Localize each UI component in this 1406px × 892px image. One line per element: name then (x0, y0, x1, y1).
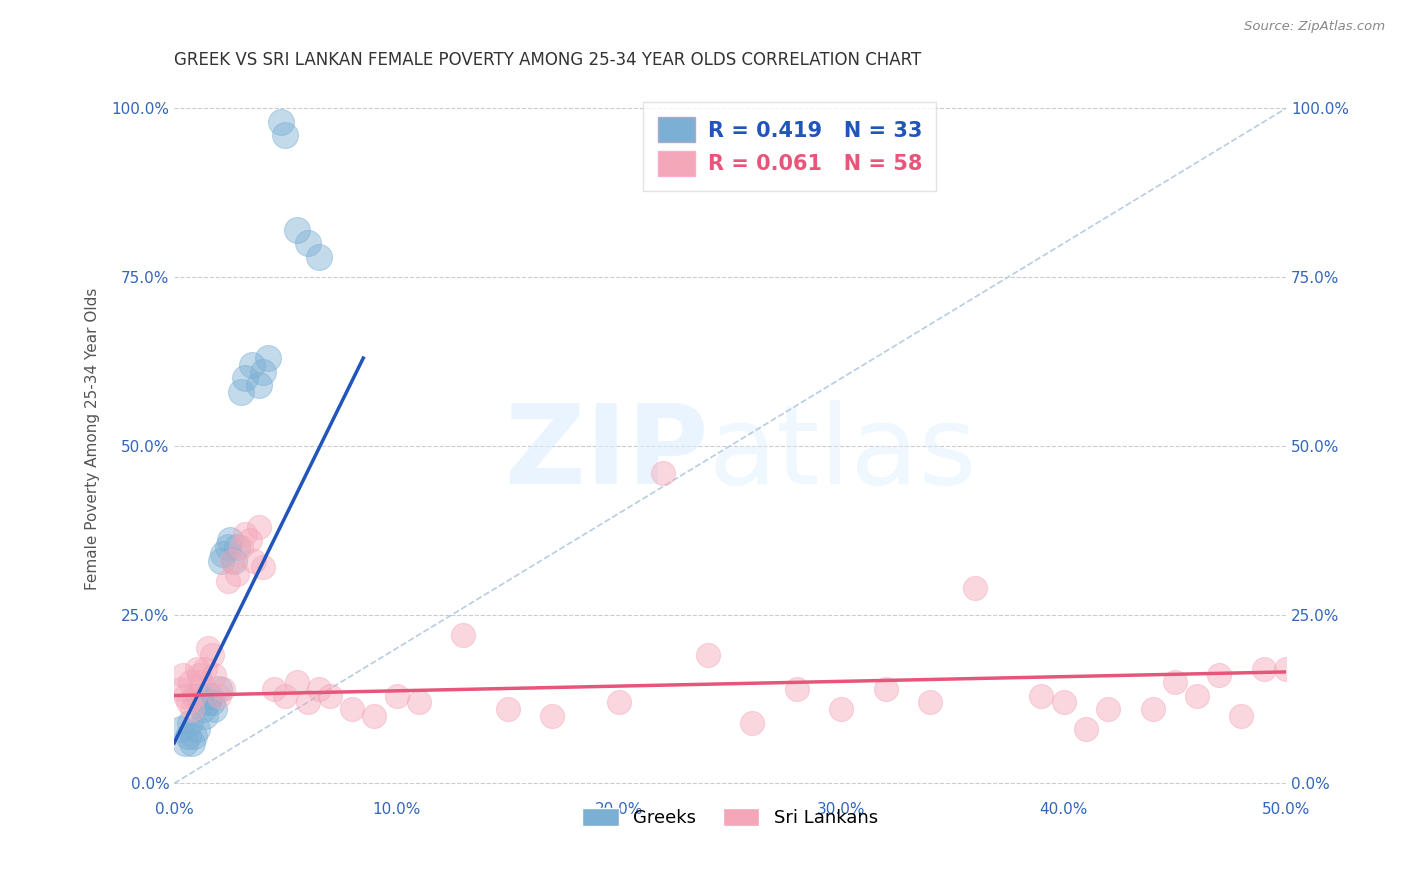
Greeks (201, 695, 224, 709)
Sri Lankans (408, 695, 430, 709)
Sri Lankans (1185, 689, 1208, 703)
Sri Lankans (1052, 695, 1074, 709)
Sri Lankans (340, 702, 363, 716)
Sri Lankans (1074, 723, 1097, 737)
Sri Lankans (274, 689, 297, 703)
Greeks (225, 540, 247, 554)
Sri Lankans (496, 702, 519, 716)
Sri Lankans (252, 560, 274, 574)
Greeks (186, 723, 208, 737)
Sri Lankans (247, 520, 270, 534)
Greeks (209, 553, 232, 567)
Sri Lankans (453, 628, 475, 642)
Sri Lankans (221, 553, 243, 567)
Greeks (202, 702, 225, 716)
Sri Lankans (197, 641, 219, 656)
Sri Lankans (285, 675, 308, 690)
Sri Lankans (1230, 708, 1253, 723)
Sri Lankans (1164, 675, 1187, 690)
Greeks (179, 715, 201, 730)
Greeks (181, 736, 204, 750)
Sri Lankans (172, 668, 194, 682)
Sri Lankans (186, 661, 208, 675)
Greeks (270, 115, 292, 129)
Sri Lankans (363, 708, 385, 723)
Sri Lankans (201, 648, 224, 662)
Greeks (247, 378, 270, 392)
Greeks (218, 533, 240, 548)
Sri Lankans (920, 695, 942, 709)
Sri Lankans (263, 681, 285, 696)
Greeks (174, 736, 197, 750)
Sri Lankans (786, 681, 808, 696)
Greeks (187, 689, 209, 703)
Greeks (224, 553, 246, 567)
Sri Lankans (1208, 668, 1230, 682)
Greeks (176, 729, 198, 743)
Sri Lankans (243, 553, 266, 567)
Greeks (240, 358, 263, 372)
Sri Lankans (830, 702, 852, 716)
Text: ZIP: ZIP (505, 400, 707, 507)
Greeks (256, 351, 278, 365)
Sri Lankans (202, 668, 225, 682)
Sri Lankans (875, 681, 897, 696)
Sri Lankans (741, 715, 763, 730)
Sri Lankans (174, 689, 197, 703)
Sri Lankans (212, 681, 235, 696)
Text: atlas: atlas (707, 400, 976, 507)
Greeks (217, 540, 239, 554)
Sri Lankans (319, 689, 342, 703)
Sri Lankans (652, 466, 675, 480)
Text: GREEK VS SRI LANKAN FEMALE POVERTY AMONG 25-34 YEAR OLDS CORRELATION CHART: GREEK VS SRI LANKAN FEMALE POVERTY AMONG… (174, 51, 921, 69)
Sri Lankans (1275, 661, 1298, 675)
Sri Lankans (239, 533, 262, 548)
Sri Lankans (541, 708, 564, 723)
Greeks (197, 695, 219, 709)
Sri Lankans (1253, 661, 1275, 675)
Greeks (308, 250, 330, 264)
Text: Source: ZipAtlas.com: Source: ZipAtlas.com (1244, 20, 1385, 33)
Greeks (183, 729, 205, 743)
Sri Lankans (696, 648, 718, 662)
Sri Lankans (308, 681, 330, 696)
Sri Lankans (297, 695, 319, 709)
Sri Lankans (190, 675, 212, 690)
Sri Lankans (607, 695, 630, 709)
Sri Lankans (194, 661, 217, 675)
Sri Lankans (170, 681, 193, 696)
Sri Lankans (963, 581, 986, 595)
Greeks (235, 371, 257, 385)
Sri Lankans (183, 689, 205, 703)
Sri Lankans (1097, 702, 1119, 716)
Sri Lankans (1031, 689, 1053, 703)
Greeks (190, 695, 212, 709)
Sri Lankans (176, 695, 198, 709)
Greeks (198, 689, 221, 703)
Sri Lankans (181, 702, 204, 716)
Greeks (212, 547, 235, 561)
Y-axis label: Female Poverty Among 25-34 Year Olds: Female Poverty Among 25-34 Year Olds (86, 288, 100, 591)
Greeks (274, 128, 297, 143)
Greeks (285, 223, 308, 237)
Sri Lankans (1142, 702, 1164, 716)
Greeks (252, 365, 274, 379)
Sri Lankans (225, 567, 247, 582)
Greeks (194, 708, 217, 723)
Sri Lankans (229, 540, 252, 554)
Sri Lankans (235, 526, 257, 541)
Sri Lankans (385, 689, 408, 703)
Sri Lankans (217, 574, 239, 588)
Greeks (170, 723, 193, 737)
Greeks (297, 236, 319, 251)
Greeks (193, 702, 215, 716)
Legend: Greeks, Sri Lankans: Greeks, Sri Lankans (575, 800, 884, 834)
Greeks (229, 384, 252, 399)
Sri Lankans (208, 689, 231, 703)
Sri Lankans (187, 668, 209, 682)
Sri Lankans (179, 675, 201, 690)
Greeks (208, 681, 231, 696)
